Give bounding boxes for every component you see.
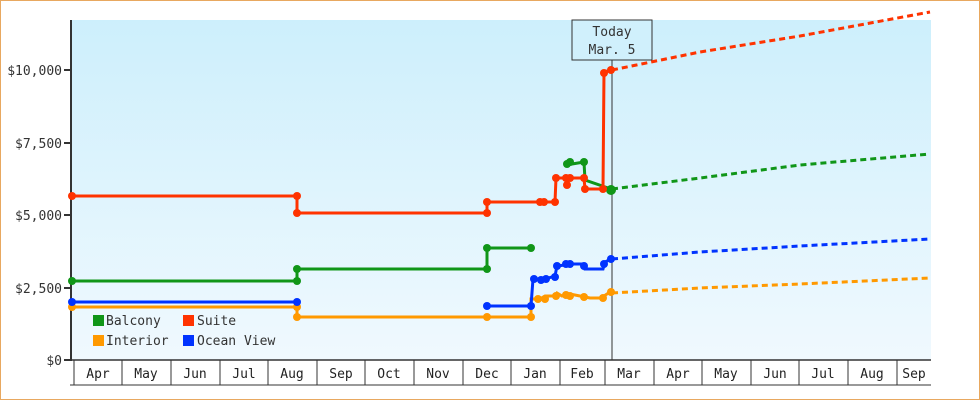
legend-item-balcony[interactable]: Balcony [93,314,161,329]
x-tick-label: Nov [426,367,450,382]
x-tick-label: Oct [377,367,400,382]
legend-item-suite[interactable]: Suite [183,314,236,329]
series-ocean-view [68,255,615,310]
y-tick-label: $0 [46,354,62,369]
x-tick-label: Feb [570,367,594,382]
legend-label: Balcony [106,314,161,329]
series-interior [68,288,615,321]
series-balcony [68,158,616,285]
x-tick-label: Jun [183,367,206,382]
y-tick-label: $10,000 [7,64,62,79]
x-tick-label: Sep [902,367,926,382]
series-suite [68,66,615,217]
forecast-ocean-view [611,237,931,261]
x-tick-label: Aug [860,367,883,382]
y-tick-label: $7,500 [15,137,62,152]
legend-swatch-icon [93,315,104,326]
today-date: Mar. 5 [589,43,636,58]
today-marker: Today Mar. 5 [571,19,653,360]
x-tick-label: Apr [666,367,690,382]
x-tick-label: Jul [232,367,255,382]
x-tick-label: Aug [280,367,303,382]
x-tick-label: Jan [523,367,546,382]
forecast-lines [611,10,931,295]
forecast-balcony [611,152,931,191]
x-tick-label: Dec [475,367,498,382]
x-tick-label: Sep [329,367,353,382]
legend-swatch-icon [93,335,104,346]
legend-label: Interior [106,334,169,349]
legend-item-ocean-view[interactable]: Ocean View [183,334,275,349]
x-tick-label: Mar [617,367,641,382]
forecast-interior [611,276,931,295]
y-tick-label: $2,500 [15,282,62,297]
today-label: Today [592,25,631,40]
x-tick-label: Apr [86,367,110,382]
x-tick-label: Jul [811,367,834,382]
y-tick-label: $5,000 [15,209,62,224]
plot-area [72,20,931,360]
x-axis: Apr May Jun Jul Aug Sep Oct Nov Dec Jan … [70,359,931,386]
legend: Balcony Suite Interior Ocean View [93,314,275,349]
legend-swatch-icon [183,315,194,326]
x-tick-label: May [714,367,738,382]
y-ticks: $0 $2,500 $5,000 $7,500 $10,000 [7,64,71,369]
legend-swatch-icon [183,335,194,346]
legend-label: Ocean View [197,334,275,349]
legend-item-interior[interactable]: Interior [93,334,169,349]
x-tick-label: May [134,367,158,382]
forecast-suite [611,10,931,72]
x-tick-label: Jun [763,367,786,382]
legend-label: Suite [197,314,236,329]
